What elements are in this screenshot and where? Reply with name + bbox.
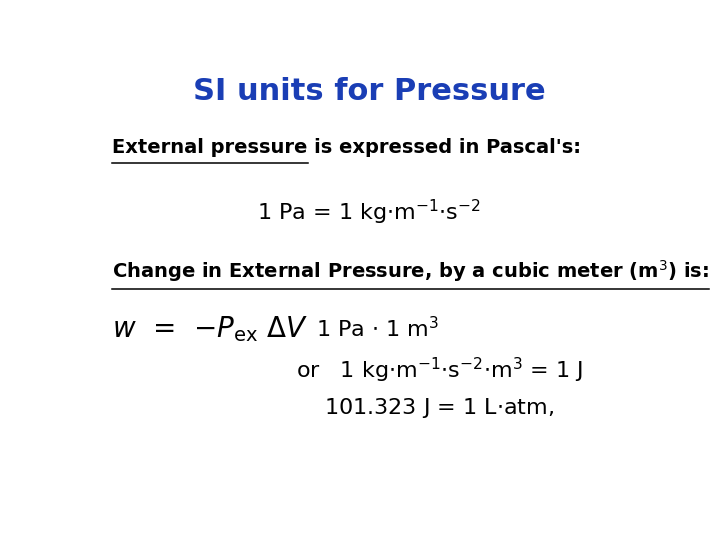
Text: 1 Pa = 1 kg$\cdot$m$^{-1}$$\cdot$s$^{-2}$: 1 Pa = 1 kg$\cdot$m$^{-1}$$\cdot$s$^{-2}… [257,198,481,227]
Text: or   1 kg$\cdot$m$^{-1}$$\cdot$s$^{-2}$$\cdot$m$^3$ = 1 J: or 1 kg$\cdot$m$^{-1}$$\cdot$s$^{-2}$$\c… [297,356,583,385]
Text: SI units for Pressure: SI units for Pressure [193,77,545,106]
Text: 101.323 J = 1 L$\cdot$atm,: 101.323 J = 1 L$\cdot$atm, [324,396,554,420]
Text: 1 Pa $\cdot$ 1 m$^3$: 1 Pa $\cdot$ 1 m$^3$ [316,316,439,341]
Text: External pressure is expressed in Pascal's:: External pressure is expressed in Pascal… [112,138,581,158]
Text: $\mathit{w}$  =  $-P_{\mathrm{ex}}$ $\Delta V$: $\mathit{w}$ = $-P_{\mathrm{ex}}$ $\Delt… [112,314,308,344]
Text: External pressure: External pressure [112,138,307,158]
Text: Change in External Pressure, by a cubic meter (m$^3$) is:: Change in External Pressure, by a cubic … [112,258,709,284]
